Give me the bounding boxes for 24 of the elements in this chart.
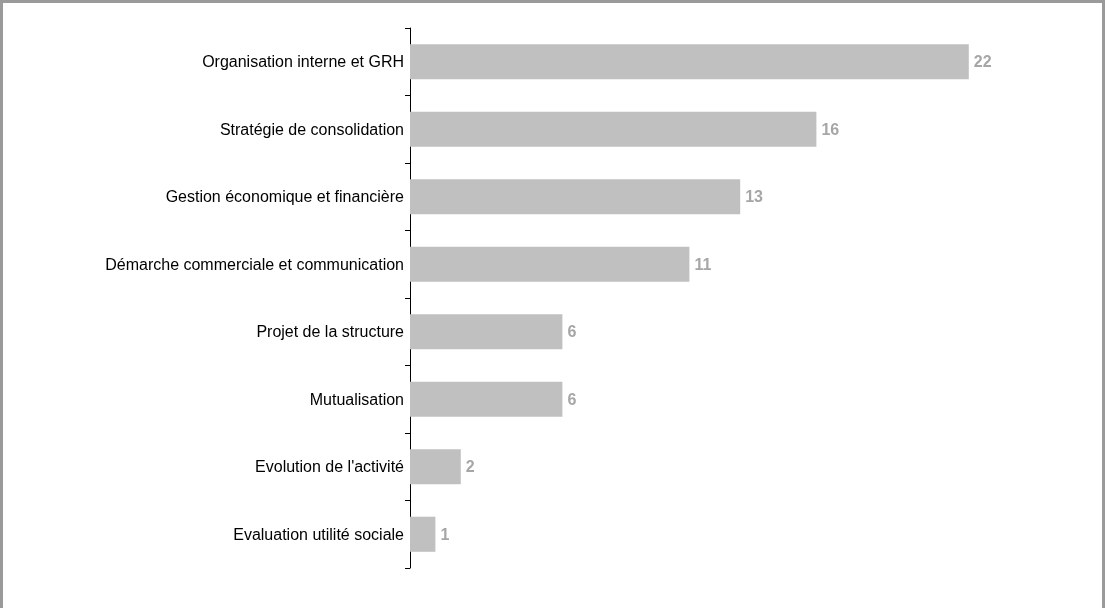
data-label: 1 <box>440 525 450 543</box>
y-tick-label: Démarche commerciale et communication <box>105 255 404 273</box>
y-tick-label: Projet de la structure <box>256 323 405 341</box>
y-tick-label: Organisation interne et GRH <box>202 53 404 71</box>
y-tick-label: Stratégie de consolidation <box>219 120 404 138</box>
data-label: 22 <box>973 53 992 71</box>
bar <box>410 449 461 485</box>
bar <box>410 179 741 215</box>
bar <box>410 111 817 147</box>
data-label: 13 <box>745 188 764 206</box>
bar <box>410 44 969 80</box>
data-label: 2 <box>465 458 475 476</box>
y-tick-label: Gestion économique et financière <box>165 188 405 206</box>
bar <box>410 381 563 417</box>
bar <box>410 314 563 350</box>
data-label: 16 <box>821 120 840 138</box>
bar <box>410 246 690 282</box>
bar <box>410 516 436 552</box>
data-label: 6 <box>567 390 577 408</box>
y-tick-label: Mutualisation <box>309 390 404 408</box>
data-label: 6 <box>567 323 577 341</box>
y-tick-label: Evolution de l'activité <box>255 458 405 476</box>
y-tick-label: Evaluation utilité sociale <box>233 525 405 543</box>
data-label: 11 <box>694 255 712 273</box>
